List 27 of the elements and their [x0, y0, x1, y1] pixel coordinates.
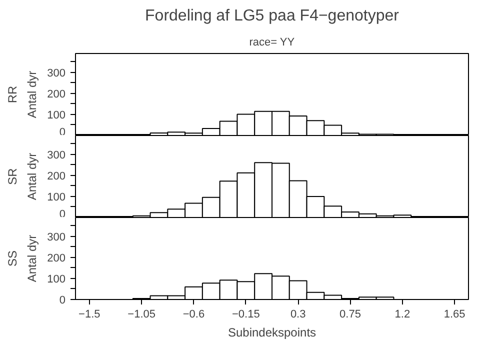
x-tick-label: 1.2	[394, 308, 410, 320]
x-tick-label: −0.6	[182, 308, 205, 320]
y-tick-label: 100	[47, 191, 66, 204]
y-tick-label: 300	[47, 67, 66, 80]
chart-subtitle: race= YY	[249, 36, 296, 48]
y-tick-label: 300	[47, 231, 66, 244]
y-tick-label: 300	[47, 149, 66, 162]
y-tick-label: 200	[47, 88, 66, 100]
x-axis-title: Subindekspoints	[228, 326, 316, 340]
y-tick-label: 100	[47, 273, 66, 286]
y-tick-label: 100	[47, 109, 66, 122]
y-axis-title: Antal dyr	[25, 70, 40, 118]
y-tick-label: 200	[47, 170, 66, 182]
text: SS	[6, 250, 20, 267]
y-tick-label: 200	[47, 252, 66, 264]
text: SR	[6, 168, 20, 185]
x-tick-label: −1.5	[78, 308, 100, 320]
x-tick-label: −0.15	[232, 308, 260, 320]
text: RR	[6, 86, 20, 104]
x-tick-label: 0.75	[340, 308, 361, 320]
x-tick-label: −1.05	[128, 308, 156, 320]
y-axis-title: Antal dyr	[25, 152, 40, 200]
x-tick-label: 0.3	[290, 308, 306, 320]
y-tick-label: 0	[59, 294, 66, 306]
y-axis-title: Antal dyr	[25, 234, 40, 282]
x-tick-label: 1.65	[444, 308, 466, 320]
chart-title: Fordeling af LG5 paa F4−genotyper	[145, 8, 400, 24]
